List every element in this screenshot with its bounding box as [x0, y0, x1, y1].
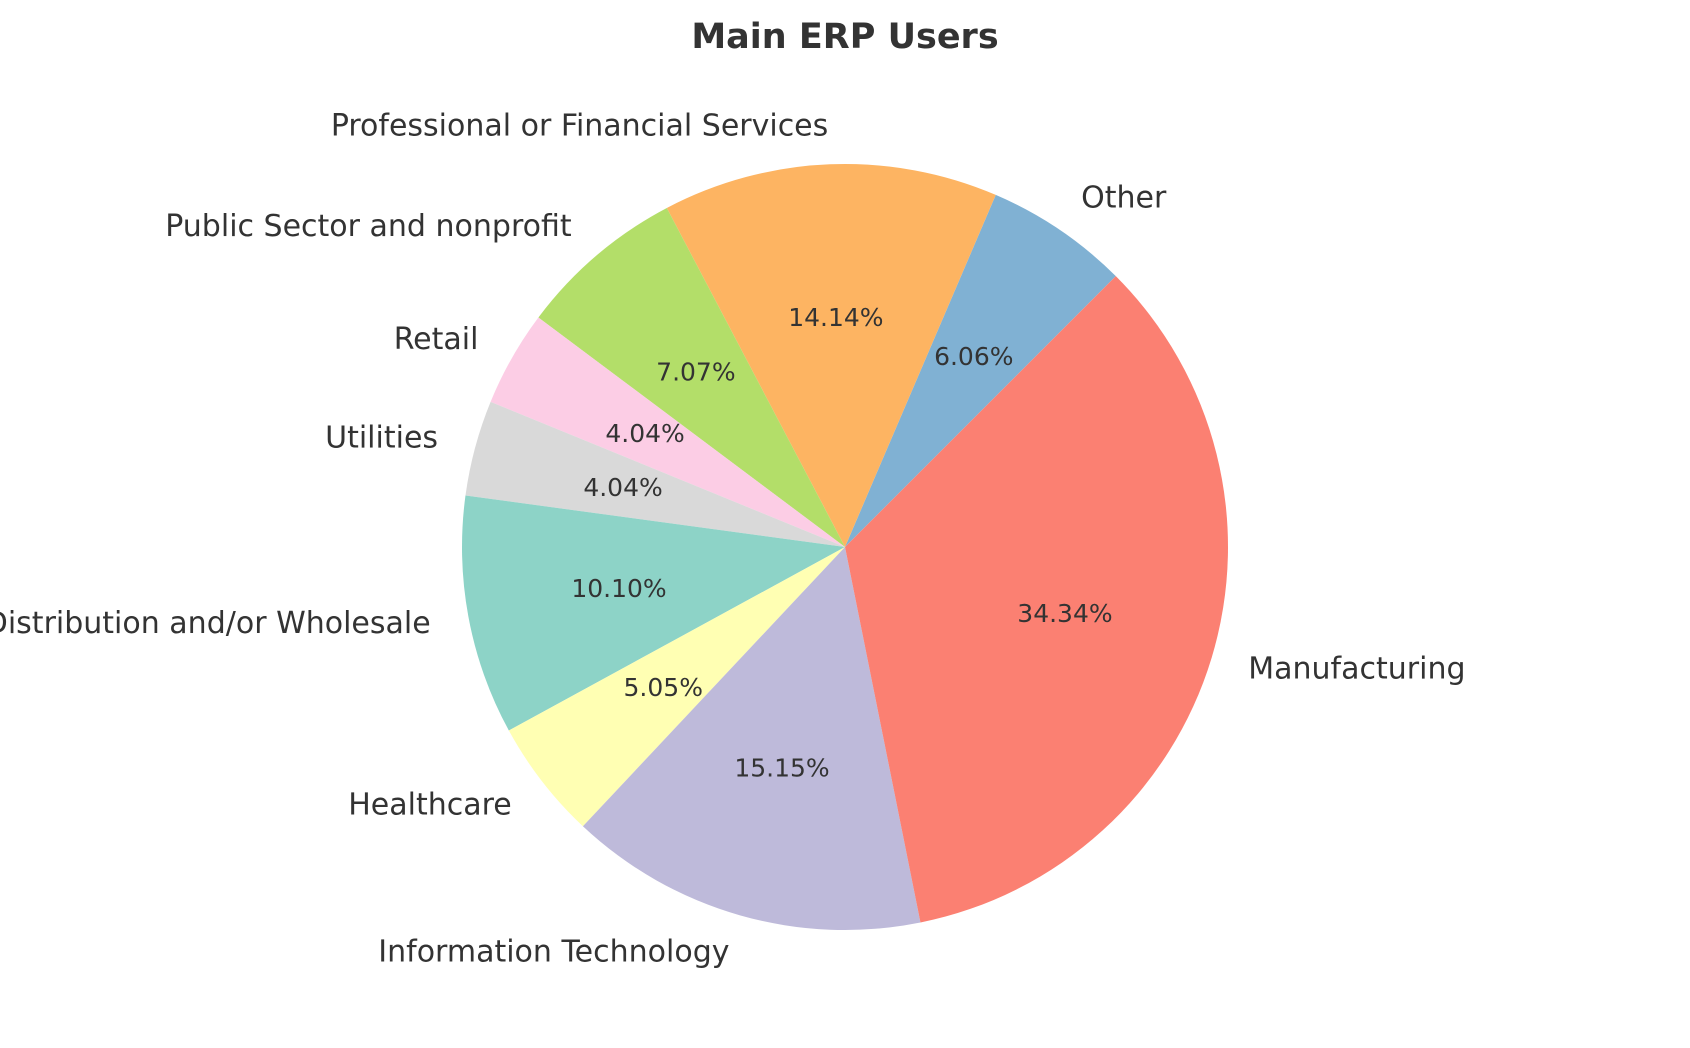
pie-slice-professional-or-financial-services [666, 164, 996, 548]
pie-slice-public-sector-and-nonprofit [538, 207, 845, 548]
percentage-label-professional-or-financial-services: 14.14% [788, 303, 883, 332]
category-label-healthcare: Healthcare [348, 787, 512, 822]
percentage-label-healthcare: 5.05% [624, 673, 703, 702]
pie-slice-distribution-and-or-wholesale [462, 495, 845, 731]
pie-slice-retail [490, 317, 845, 547]
category-label-distribution-and-or-wholesale: Distribution and/or Wholesale [0, 606, 431, 641]
percentage-label-information-technology: 15.15% [734, 753, 829, 782]
category-label-utilities: Utilities [325, 420, 438, 455]
pie-slice-healthcare [508, 547, 845, 827]
category-label-manufacturing: Manufacturing [1248, 651, 1465, 686]
percentage-label-other: 6.06% [934, 342, 1013, 371]
percentage-labels: 6.06% 14.14% 7.07% 4.04% 4.04% 10.10% 5.05% 15.… [571, 303, 1112, 783]
pie-slice-information-technology [582, 547, 921, 930]
category-label-retail: Retail [394, 322, 479, 357]
category-label-other: Other [1081, 181, 1167, 216]
percentage-label-manufacturing: 34.34% [1017, 599, 1112, 628]
pie-slice-manufacturing [845, 276, 1229, 923]
percentage-label-public-sector-and-nonprofit: 7.07% [656, 358, 735, 387]
category-label-professional-or-financial-services: Professional or Financial Services [331, 109, 828, 144]
percentage-label-utilities: 4.04% [583, 473, 662, 502]
category-label-information-technology: Information Technology [378, 935, 729, 970]
percentage-label-distribution-and-or-wholesale: 10.10% [571, 574, 666, 603]
percentage-label-retail: 4.04% [605, 419, 684, 448]
pie-slice-other [845, 194, 1116, 547]
category-labels: Other Professional or Financial Services P… [0, 109, 1466, 970]
category-label-public-sector-and-nonprofit: Public Sector and nonprofit [165, 209, 572, 244]
pie-slices [462, 164, 1229, 930]
pie-slice-utilities [465, 401, 845, 547]
chart-title: Main ERP Users [691, 17, 998, 57]
